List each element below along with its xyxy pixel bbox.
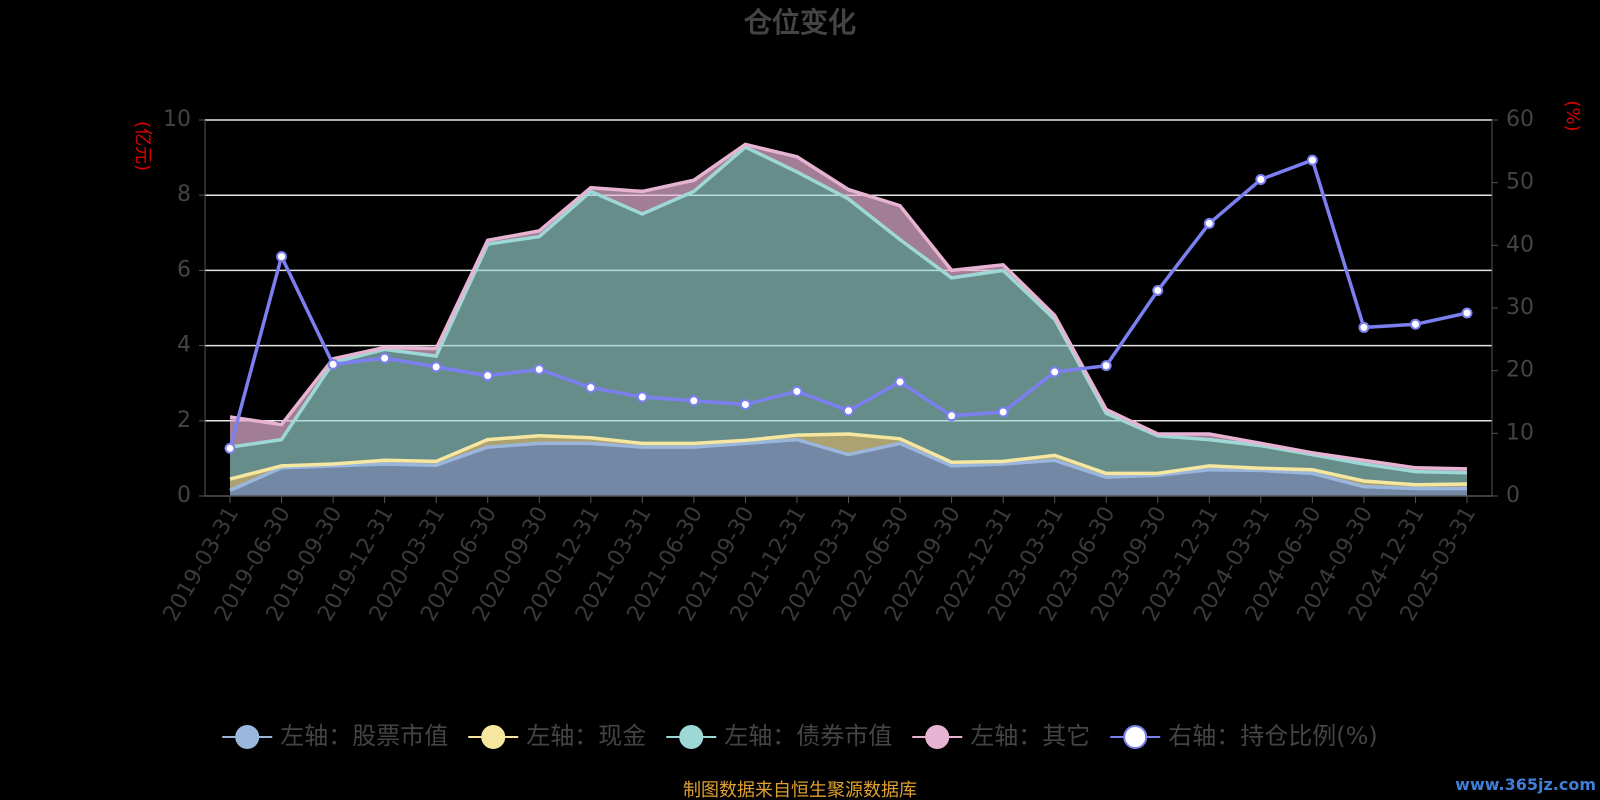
legend-label: 左轴：债券市值 [724,722,892,750]
legend[interactable]: 左轴：股票市值 左轴：现金 左轴：债券市值 左轴：其它 右轴：持仓比例(%) [222,722,1378,750]
ratio-point [688,395,700,407]
right-y-tick-label: 40 [1506,232,1534,257]
ratio-point [1255,174,1267,186]
left-y-tick-label: 6 [177,257,191,282]
ratio-point [482,370,494,382]
ratio-point [1358,321,1370,333]
area-edge-2 [229,145,1468,475]
ratio-point [276,251,288,263]
legend-item[interactable]: 左轴：其它 [912,722,1090,750]
left-y-tick-label: 4 [177,333,191,358]
legend-label: 左轴：其它 [970,722,1090,750]
stacked-areas [229,142,1468,496]
legend-marker-icon [481,725,506,749]
legend-marker-icon [925,725,950,749]
ratio-point [1409,318,1421,330]
legend-label: 左轴：现金 [526,722,646,750]
left-y-tick-label: 10 [163,107,191,132]
ratio-point [894,376,906,388]
axes: 0 2 4 6 8 10 0 10 20 30 40 50 60 [163,107,1534,508]
ratio-point [327,358,339,370]
ratio-point [1152,284,1164,296]
ratio-point [1461,307,1473,319]
ratio-point [636,391,648,403]
ratio-point [1049,366,1061,378]
ratio-point [1203,217,1215,229]
left-axis-unit: (亿元) [132,121,153,171]
legend-item[interactable]: 右轴：持仓比例(%) [1110,722,1378,750]
right-y-tick-label: 20 [1506,358,1534,383]
ratio-line-series [224,154,1473,454]
x-axis-ticks: 2019-03-312019-06-302019-09-302019-12-31… [159,496,1481,626]
legend-item[interactable]: 左轴：债券市值 [666,722,892,750]
ratio-point [1100,360,1112,372]
legend-marker-icon [1123,725,1148,749]
area-1 [230,434,1467,491]
ratio-point [585,382,597,394]
ratio-point [430,361,442,373]
legend-marker-icon [235,725,260,749]
right-y-tick-label: 10 [1506,420,1534,445]
data-source-note: 制图数据来自恒生聚源数据库 [683,780,917,800]
area-edge-3 [229,142,1468,471]
ratio-point [224,442,236,454]
ratio-point [791,385,803,397]
left-y-tick-label: 2 [177,408,191,433]
legend-label: 左轴：股票市值 [280,722,448,750]
right-y-tick-label: 60 [1506,107,1534,132]
legend-item[interactable]: 左轴：股票市值 [222,722,448,750]
area-0 [230,439,1467,496]
ratio-point [739,399,751,411]
area-2 [230,147,1467,485]
ratio-point [843,405,854,417]
legend-marker-icon [679,725,704,749]
ratio-point [946,410,958,422]
area-edge-1 [229,432,1468,487]
ratio-point [379,352,391,364]
legend-label: 右轴：持仓比例(%) [1168,722,1378,750]
right-y-tick-label: 30 [1506,295,1534,320]
ratio-point [997,406,1009,418]
right-axis-unit: (%) [1562,100,1583,131]
left-y-tick-label: 8 [177,182,191,207]
ratio-point [533,363,545,375]
left-y-tick-label: 0 [177,483,191,508]
legend-item[interactable]: 左轴：现金 [468,722,646,750]
chart-title: 仓位变化 [744,6,856,39]
right-y-tick-label: 0 [1506,483,1520,508]
ratio-point [1306,154,1318,166]
right-y-tick-label: 50 [1506,170,1534,195]
area-edge-0 [229,437,1467,493]
watermark: www.365jz.com [1455,775,1596,794]
